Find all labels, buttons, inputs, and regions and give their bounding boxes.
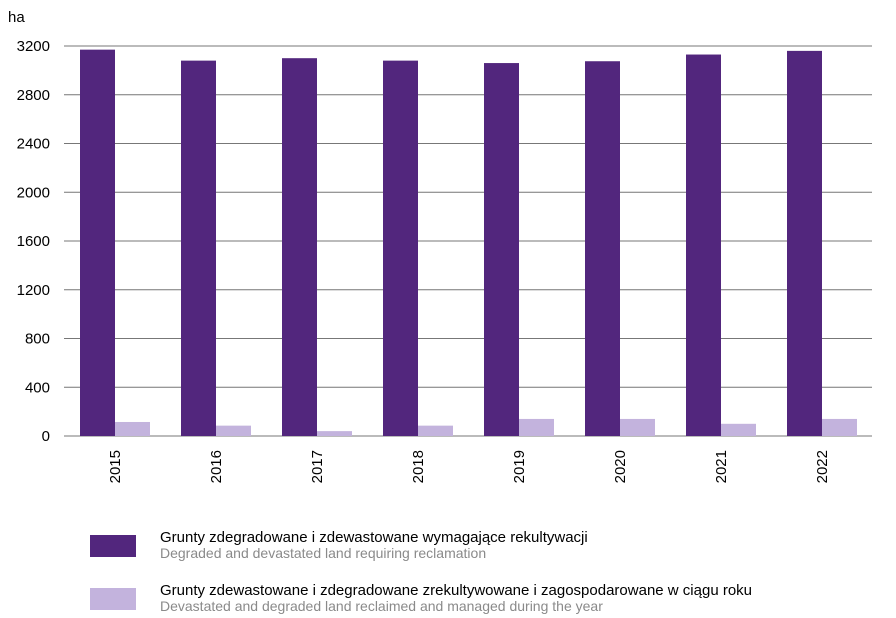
legend-text-series-1: Grunty zdegradowane i zdewastowane wymag… bbox=[160, 530, 588, 561]
bar-2015-series-2 bbox=[115, 421, 150, 436]
x-tick-label: 2020 bbox=[612, 450, 629, 483]
y-tick-label: 2400 bbox=[17, 136, 50, 153]
x-tick-label: 2021 bbox=[713, 450, 730, 483]
bar-2020-series-2 bbox=[620, 418, 655, 436]
legend-swatch-series-2 bbox=[90, 588, 136, 610]
legend-label-en-series-1: Degraded and devastated land requiring r… bbox=[160, 545, 487, 561]
x-tick-label: 2022 bbox=[814, 450, 831, 483]
bar-2020-series-1 bbox=[585, 61, 620, 436]
legend-label-pl-series-1: Grunty zdegradowane i zdewastowane wymag… bbox=[160, 529, 588, 546]
bar-2017-series-1 bbox=[282, 58, 317, 436]
bar-2018-series-2 bbox=[418, 425, 453, 436]
bar-2016-series-1 bbox=[181, 60, 216, 436]
y-axis-label: ha bbox=[8, 9, 25, 26]
y-tick-label: 3200 bbox=[17, 38, 50, 55]
legend-label-en-series-2: Devastated and degraded land reclaimed a… bbox=[160, 598, 603, 614]
y-tick-label: 400 bbox=[25, 379, 50, 396]
bar-2017-series-2 bbox=[317, 431, 352, 436]
y-tick-label: 1200 bbox=[17, 282, 50, 299]
bar-2016-series-2 bbox=[216, 425, 251, 436]
bar-2019-series-2 bbox=[519, 418, 554, 436]
x-tick-label: 2019 bbox=[511, 450, 528, 483]
y-tick-label: 2000 bbox=[17, 184, 50, 201]
bars bbox=[80, 49, 857, 436]
bar-2022-series-2 bbox=[822, 418, 857, 436]
legend-swatch-series-1 bbox=[90, 535, 136, 557]
x-tick-label: 2016 bbox=[208, 450, 225, 483]
y-tick-label: 2800 bbox=[17, 87, 50, 104]
x-axis-ticks: 2015 2016 2017 2018 2019 2020 2021 2022 bbox=[107, 450, 831, 483]
bar-2019-series-1 bbox=[484, 63, 519, 436]
bar-2018-series-1 bbox=[383, 60, 418, 436]
y-tick-label: 1600 bbox=[17, 233, 50, 250]
bar-2015-series-1 bbox=[80, 49, 115, 436]
bar-2022-series-1 bbox=[787, 50, 822, 436]
legend-label-pl-series-2: Grunty zdewastowane i zdegradowane zreku… bbox=[160, 582, 753, 599]
bar-chart: 0 400 800 1200 1600 2000 2400 2800 3200 2015 2016… bbox=[8, 9, 872, 483]
y-tick-label: 0 bbox=[42, 428, 50, 445]
bar-2021-series-1 bbox=[686, 54, 721, 436]
x-tick-label: 2015 bbox=[107, 450, 124, 483]
legend-text-series-2: Grunty zdewastowane i zdegradowane zreku… bbox=[160, 583, 752, 614]
y-axis-ticks: 0 400 800 1200 1600 2000 2400 2800 3200 bbox=[17, 38, 50, 445]
y-tick-label: 800 bbox=[25, 331, 50, 348]
bar-2021-series-2 bbox=[721, 423, 756, 436]
x-tick-label: 2017 bbox=[309, 450, 326, 483]
x-tick-label: 2018 bbox=[410, 450, 427, 483]
